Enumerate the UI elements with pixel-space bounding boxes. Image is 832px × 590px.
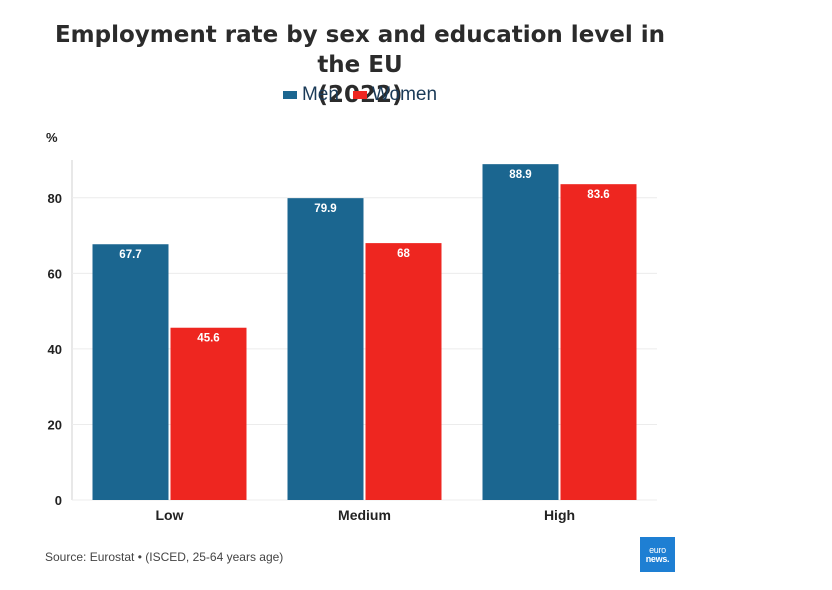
y-tick-label: 60: [48, 266, 62, 281]
legend-item-men[interactable]: Men: [282, 84, 339, 106]
source-note: Source: Eurostat • (ISCED, 25-64 years a…: [45, 550, 284, 564]
legend-label-men: Men: [301, 84, 339, 105]
data-label: 45.6: [197, 333, 219, 345]
bar-women: [170, 327, 247, 500]
bar-women: [560, 184, 637, 500]
y-tick-label: 80: [48, 191, 62, 206]
bar-men: [92, 244, 169, 500]
legend-swatch-women: [352, 91, 367, 99]
data-label: 88.9: [509, 169, 531, 181]
y-axis-unit-label: %: [46, 130, 58, 145]
logo-bottom-text: news.: [645, 553, 670, 564]
y-tick-label: 0: [55, 493, 62, 508]
legend-label-women: Women: [371, 84, 438, 105]
x-tick-label: Medium: [338, 507, 391, 523]
title-text: Employment rate by sex and education lev…: [54, 22, 666, 78]
y-tick-label: 20: [48, 417, 62, 432]
chart-legend: Men Women: [40, 84, 680, 106]
chart-title: Employment rate by sex and education lev…: [40, 20, 680, 110]
logo-top-text: euro: [649, 544, 666, 555]
y-tick-label: 40: [48, 342, 62, 357]
data-label: 68: [397, 248, 410, 260]
euronews-logo[interactable]: euro news.: [640, 537, 675, 572]
bar-women: [365, 243, 442, 500]
legend-item-women[interactable]: Women: [352, 84, 438, 106]
data-label: 67.7: [119, 249, 141, 261]
bar-men: [287, 198, 364, 500]
bar-men: [482, 164, 559, 500]
bar-chart: % 0 20 40 60 80 67.7 45.6 Low 79.9 68 Medium 88.9 83…: [46, 130, 657, 523]
x-tick-label: Low: [156, 507, 184, 523]
data-label: 79.9: [314, 203, 336, 215]
x-tick-label: High: [544, 507, 575, 523]
data-label: 83.6: [587, 189, 609, 201]
legend-swatch-men: [282, 91, 297, 99]
